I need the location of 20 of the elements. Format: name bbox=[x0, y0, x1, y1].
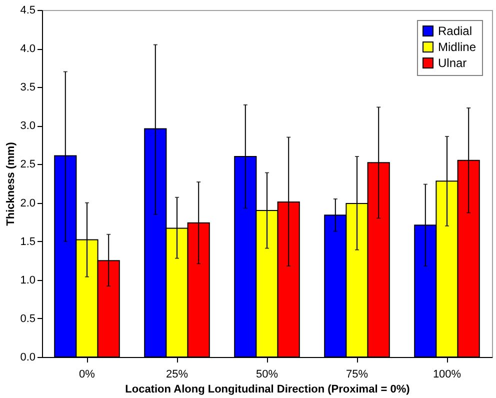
y-tick-label: 2.5 bbox=[20, 158, 36, 171]
legend-label: Midline bbox=[438, 40, 476, 54]
x-tick-label: 100% bbox=[432, 368, 462, 380]
y-tick-label: 1.0 bbox=[20, 274, 36, 286]
legend-label: Ulnar bbox=[438, 56, 467, 70]
y-tick-label: 2.0 bbox=[20, 197, 36, 210]
y-tick-label: 0.5 bbox=[20, 312, 36, 325]
y-tick-label: 0.0 bbox=[20, 352, 36, 364]
y-tick-label: 1.5 bbox=[20, 236, 36, 248]
x-axis-title: Location Along Longitudinal Direction (Proximal = 0%) bbox=[125, 384, 410, 396]
y-tick-label: 4.0 bbox=[20, 43, 36, 56]
x-tick-label: 0% bbox=[79, 368, 96, 380]
x-tick-label: 25% bbox=[166, 368, 188, 380]
x-tick-label: 75% bbox=[346, 368, 368, 380]
y-tick-label: 3.5 bbox=[20, 82, 36, 94]
legend-label: Radial bbox=[438, 24, 472, 38]
y-tick-label: 4.5 bbox=[20, 4, 36, 16]
y-axis-title: Thickness (mm) bbox=[5, 142, 18, 226]
y-tick-label: 3.0 bbox=[20, 120, 36, 132]
x-tick-label: 50% bbox=[256, 368, 278, 380]
